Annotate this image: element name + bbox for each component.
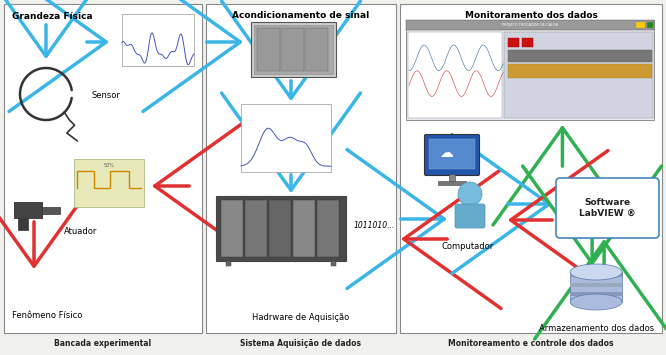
Bar [281, 28, 304, 71]
Bar [206, 4, 396, 333]
Bar [570, 272, 622, 302]
Text: Grandeza Física: Grandeza Física [12, 12, 93, 21]
Bar [508, 64, 652, 78]
Bar [408, 32, 502, 118]
Text: Atuador: Atuador [64, 228, 97, 236]
Bar [570, 283, 622, 287]
Bar [74, 159, 144, 207]
Text: Sistema Aquisição de dados: Sistema Aquisição de dados [240, 339, 362, 348]
Ellipse shape [570, 264, 622, 280]
Text: Armazenamento dos dados: Armazenamento dos dados [539, 324, 653, 333]
Bar [429, 139, 475, 169]
FancyBboxPatch shape [556, 178, 659, 238]
Text: 1011010...: 1011010... [354, 222, 395, 230]
Text: Hadrware de Aquisição: Hadrware de Aquisição [252, 312, 350, 322]
Bar [122, 14, 194, 66]
Bar [245, 200, 267, 257]
Text: Monitoramento dos dados: Monitoramento dos dados [465, 11, 597, 20]
Bar [400, 4, 662, 333]
Bar [305, 28, 328, 71]
Bar [508, 50, 652, 62]
Bar [221, 200, 243, 257]
Text: Fenômeno Físico: Fenômeno Físico [12, 311, 83, 320]
Circle shape [458, 182, 482, 206]
Bar [570, 291, 622, 296]
Bar [570, 272, 622, 277]
Bar [216, 196, 346, 261]
Bar [4, 4, 202, 333]
Bar [18, 218, 28, 230]
Bar [438, 181, 466, 185]
Bar [508, 38, 519, 47]
FancyBboxPatch shape [455, 204, 485, 228]
Bar [636, 22, 645, 28]
Bar [522, 38, 533, 47]
Bar [449, 174, 455, 181]
Text: ☁: ☁ [439, 146, 453, 160]
Bar [331, 261, 336, 266]
Bar [317, 200, 339, 257]
Bar [647, 22, 653, 28]
Text: 50%: 50% [103, 163, 115, 168]
Bar [42, 207, 60, 214]
Text: Computador: Computador [442, 242, 494, 251]
Bar [293, 200, 315, 257]
Bar [251, 22, 336, 77]
Bar [226, 261, 231, 266]
Text: Bancada experimental: Bancada experimental [55, 339, 152, 348]
Ellipse shape [570, 294, 622, 310]
Text: Sensor: Sensor [92, 92, 121, 100]
Bar [406, 20, 654, 120]
Bar [257, 28, 280, 71]
Bar [14, 202, 42, 218]
Bar [504, 32, 653, 118]
Bar [254, 25, 333, 74]
Bar [406, 20, 654, 30]
Text: Software
LabVIEW ®: Software LabVIEW ® [579, 198, 636, 218]
Text: Acondicionamento de sinal: Acondicionamento de sinal [232, 11, 370, 20]
Text: PROJETO TROCADOR DE CALOR: PROJETO TROCADOR DE CALOR [502, 23, 558, 27]
Text: Monitoreamento e controle dos dados: Monitoreamento e controle dos dados [448, 339, 614, 348]
FancyBboxPatch shape [424, 135, 480, 175]
Bar [269, 200, 291, 257]
Bar [241, 104, 331, 172]
